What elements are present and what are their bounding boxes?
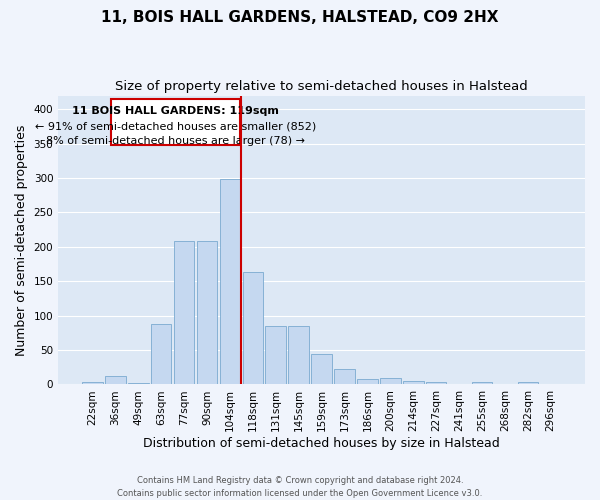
Y-axis label: Number of semi-detached properties: Number of semi-detached properties [15, 124, 28, 356]
Bar [334, 368, 355, 384]
Bar [128, 383, 149, 384]
Bar [242, 272, 263, 384]
Title: Size of property relative to semi-detached houses in Halstead: Size of property relative to semi-detach… [115, 80, 528, 93]
Bar [151, 324, 172, 384]
Bar [403, 381, 424, 384]
Bar [472, 382, 493, 384]
Bar [357, 379, 378, 384]
Text: Contains HM Land Registry data © Crown copyright and database right 2024.
Contai: Contains HM Land Registry data © Crown c… [118, 476, 482, 498]
X-axis label: Distribution of semi-detached houses by size in Halstead: Distribution of semi-detached houses by … [143, 437, 500, 450]
Bar [518, 382, 538, 384]
Bar [265, 326, 286, 384]
Text: 8% of semi-detached houses are larger (78) →: 8% of semi-detached houses are larger (7… [46, 136, 305, 146]
Bar [174, 242, 194, 384]
Bar [289, 326, 309, 384]
Bar [82, 382, 103, 384]
FancyBboxPatch shape [111, 99, 240, 145]
Bar [105, 376, 125, 384]
Bar [220, 180, 240, 384]
Bar [197, 242, 217, 384]
Bar [426, 382, 446, 384]
Text: 11 BOIS HALL GARDENS: 119sqm: 11 BOIS HALL GARDENS: 119sqm [72, 106, 279, 116]
Bar [380, 378, 401, 384]
Bar [311, 354, 332, 384]
Text: ← 91% of semi-detached houses are smaller (852): ← 91% of semi-detached houses are smalle… [35, 121, 316, 131]
Text: 11, BOIS HALL GARDENS, HALSTEAD, CO9 2HX: 11, BOIS HALL GARDENS, HALSTEAD, CO9 2HX [101, 10, 499, 25]
